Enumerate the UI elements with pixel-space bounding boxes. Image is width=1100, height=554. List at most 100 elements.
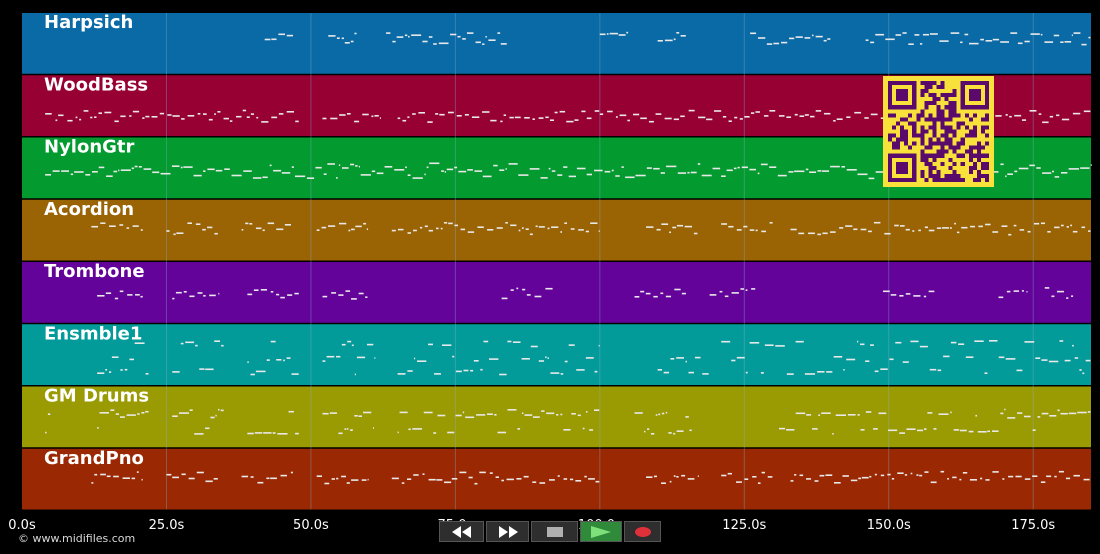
note <box>486 413 493 415</box>
note <box>413 357 416 360</box>
note <box>1056 290 1064 293</box>
note <box>106 175 113 177</box>
note <box>266 359 270 361</box>
note <box>936 227 942 229</box>
note <box>328 35 336 37</box>
note <box>1052 170 1055 173</box>
note <box>891 478 895 480</box>
note <box>928 229 935 232</box>
note <box>98 112 102 114</box>
note <box>865 411 872 413</box>
note <box>1042 121 1049 124</box>
note <box>181 118 185 120</box>
note <box>145 373 149 375</box>
time-tick-label: 50.0s <box>293 518 329 533</box>
note <box>563 429 571 431</box>
note <box>752 476 757 478</box>
note <box>721 175 726 177</box>
note <box>518 174 529 176</box>
note <box>880 117 885 119</box>
note <box>657 369 663 371</box>
note <box>346 113 351 115</box>
note <box>1000 41 1010 43</box>
note <box>1088 230 1091 232</box>
note <box>220 409 224 412</box>
note <box>437 414 446 417</box>
note <box>286 357 291 359</box>
note <box>1073 474 1080 477</box>
note <box>739 118 743 120</box>
note <box>322 412 329 415</box>
note <box>485 36 487 38</box>
note <box>1088 36 1091 39</box>
note <box>213 478 218 480</box>
note <box>444 171 447 173</box>
note <box>479 471 486 474</box>
note <box>463 369 469 372</box>
note <box>560 413 563 416</box>
note <box>197 292 203 294</box>
note <box>466 32 474 34</box>
note <box>937 369 942 372</box>
note <box>582 427 585 430</box>
note <box>868 177 875 180</box>
note <box>361 479 367 481</box>
note <box>697 163 701 165</box>
fast-forward-button[interactable] <box>486 521 529 542</box>
note <box>1040 222 1046 225</box>
note <box>493 164 498 167</box>
note <box>187 115 195 117</box>
note <box>256 116 259 119</box>
play-button[interactable] <box>580 521 622 542</box>
note <box>247 293 253 296</box>
note <box>347 340 352 343</box>
note <box>841 166 845 168</box>
note <box>736 356 745 359</box>
note <box>111 356 119 358</box>
note <box>992 471 999 473</box>
note <box>808 232 815 235</box>
note <box>822 170 830 172</box>
record-button[interactable] <box>624 521 661 542</box>
note <box>326 355 335 358</box>
note <box>585 357 594 359</box>
note <box>661 482 666 484</box>
note <box>569 478 574 481</box>
note <box>399 411 408 414</box>
note <box>604 170 611 173</box>
note <box>664 39 673 42</box>
note <box>570 228 575 230</box>
note <box>873 221 881 224</box>
note <box>938 413 949 415</box>
note <box>775 345 785 347</box>
stop-button[interactable] <box>531 521 578 542</box>
rewind-button[interactable] <box>439 521 484 542</box>
note <box>645 292 651 295</box>
note <box>281 172 291 174</box>
note <box>45 431 47 434</box>
note <box>860 429 865 431</box>
note <box>885 38 895 41</box>
note <box>750 112 755 114</box>
note <box>467 231 475 233</box>
note <box>105 292 112 294</box>
note <box>660 172 665 174</box>
note <box>322 117 327 120</box>
note <box>799 115 805 117</box>
note <box>656 228 661 231</box>
note <box>67 119 73 122</box>
note <box>407 232 412 234</box>
note <box>895 341 902 344</box>
note <box>568 175 576 178</box>
note <box>336 477 339 480</box>
note <box>457 35 461 38</box>
note <box>495 476 499 478</box>
note <box>755 229 758 232</box>
note <box>412 113 416 115</box>
note <box>690 171 697 174</box>
note <box>825 474 833 476</box>
note <box>535 225 538 228</box>
note <box>744 116 750 118</box>
note <box>1006 290 1011 293</box>
note <box>721 474 727 477</box>
